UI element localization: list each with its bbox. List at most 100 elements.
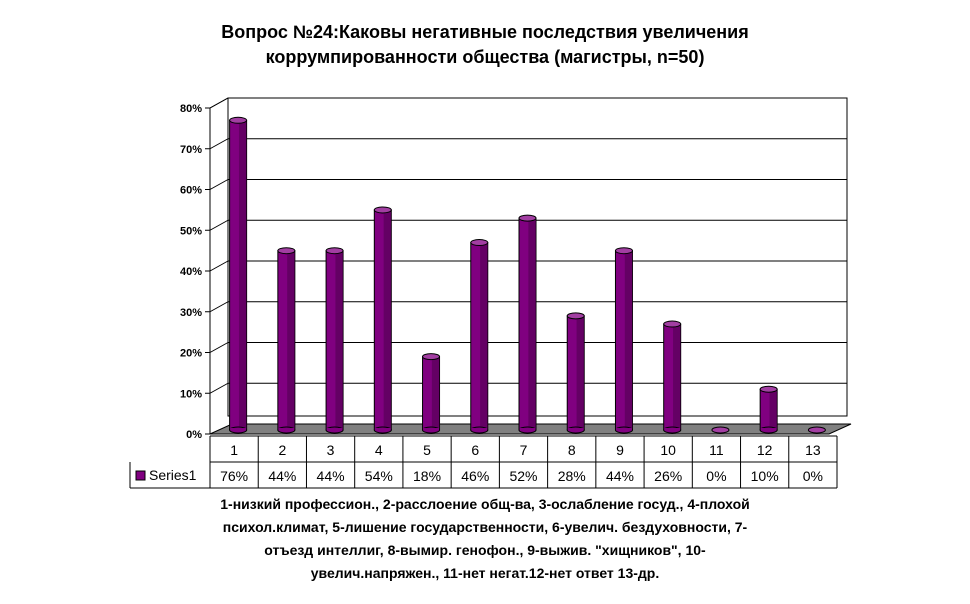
data-label: 18% (413, 468, 441, 484)
y-tick-label: 50% (180, 225, 202, 237)
bar-top (277, 247, 296, 255)
bar-shade (287, 250, 295, 430)
gridline-depth (209, 382, 229, 394)
data-label: 26% (654, 468, 682, 484)
caption-line-1: 1-низкий профессион., 2-расслоение общ-в… (220, 496, 750, 512)
bar-top (711, 426, 730, 434)
bar-shade (335, 250, 344, 430)
bar-top (325, 247, 344, 255)
data-label: 44% (606, 468, 634, 484)
bar-top (566, 312, 585, 320)
bar-group (518, 214, 537, 434)
category-legend-caption: 1-низкий профессион., 2-расслоение общ-в… (150, 493, 820, 585)
y-tick-label: 20% (180, 348, 202, 360)
x-tick-label: 4 (375, 442, 383, 458)
x-tick-label: 5 (423, 442, 431, 458)
data-label: 52% (509, 468, 537, 484)
bar-group (711, 426, 730, 434)
y-tick-label: 40% (180, 266, 202, 278)
bar-base-fill (230, 428, 247, 430)
bar-shade (431, 356, 440, 430)
bar-top (470, 239, 489, 247)
bar-base-fill (326, 428, 343, 430)
gridline-depth (209, 219, 229, 231)
x-tick-label: 11 (709, 442, 724, 458)
bar-shade (576, 315, 585, 430)
x-tick-label: 2 (278, 442, 286, 458)
bar-top (229, 116, 248, 124)
bar-group (470, 239, 489, 434)
bar-group (277, 247, 296, 434)
data-label: 44% (268, 468, 296, 484)
data-label: 46% (461, 468, 489, 484)
bar-group (325, 247, 344, 434)
x-tick-label: 7 (520, 442, 528, 458)
bar-base-fill (423, 428, 440, 430)
bar-base-fill (615, 428, 632, 430)
bar-base-fill (760, 428, 777, 430)
data-label: 10% (751, 468, 779, 484)
bar-top (422, 353, 441, 361)
bar-base-fill (278, 428, 295, 430)
bar-top (759, 385, 778, 393)
chart-title-line-1: Вопрос №24:Каковы негативные последствия… (221, 22, 749, 42)
bar-base-fill (471, 428, 488, 430)
y-tick-label: 70% (180, 144, 202, 156)
y-tick-label: 80% (180, 103, 202, 115)
x-tick-label: 6 (471, 442, 479, 458)
bar-top (518, 214, 537, 222)
x-tick-label: 3 (327, 442, 335, 458)
chart-title-line-2: коррумпированности общества (магистры, n… (265, 47, 705, 67)
y-tick-label: 10% (180, 388, 202, 400)
data-label: 28% (558, 468, 586, 484)
bar-shade (769, 389, 778, 430)
bar-shade (238, 120, 247, 431)
x-tick-label: 12 (757, 442, 773, 458)
caption-line-2: психол.климат, 5-лишение государственнос… (222, 519, 748, 535)
legend-series-name: Series1 (149, 467, 197, 483)
data-label: 76% (220, 468, 248, 484)
x-tick-label: 1 (230, 442, 238, 458)
gridline-depth (209, 138, 229, 150)
bar-top (614, 247, 633, 255)
data-label: 0% (803, 468, 823, 484)
bar-base-fill (664, 428, 681, 430)
bar-group (759, 385, 778, 434)
bar-group (614, 247, 633, 434)
data-label: 0% (706, 468, 726, 484)
bar-group (229, 116, 248, 434)
y-tick-label: 0% (186, 429, 202, 441)
bar-group (807, 426, 826, 434)
bar-top (373, 206, 392, 214)
bar-base-fill (567, 428, 584, 430)
caption-line-4: увелич.напряжен., 11-нет негат.12-нет от… (310, 565, 660, 581)
bar-group (566, 312, 585, 434)
bar-shade (528, 218, 536, 430)
bar-shade (480, 242, 488, 430)
y-tick-label: 60% (180, 185, 202, 197)
chart-title: Вопрос №24:Каковы негативные последствия… (0, 20, 970, 70)
y-axis-top (209, 97, 229, 109)
bar-group (373, 206, 392, 434)
gridline-depth (209, 260, 229, 272)
gridline-depth (209, 342, 229, 353)
gridline-depth (209, 301, 229, 313)
data-label: 44% (317, 468, 345, 484)
bar-group (422, 353, 441, 434)
x-tick-label: 9 (616, 442, 624, 458)
data-label: 54% (365, 468, 393, 484)
chart-back-wall (227, 97, 848, 417)
bar-group (663, 320, 682, 434)
bar-top (807, 426, 826, 434)
y-tick-label: 30% (180, 307, 202, 319)
bar-shade (383, 209, 392, 430)
gridline-depth (209, 179, 229, 190)
bar-shade (624, 250, 633, 430)
caption-line-3: отъезд интеллиг, 8-вымир. генофон., 9-вы… (264, 542, 706, 558)
bar-base-fill (519, 428, 536, 430)
bar-base-fill (374, 428, 391, 430)
legend-swatch (135, 470, 146, 481)
bar-top (663, 320, 682, 328)
bar-shade (673, 324, 681, 430)
